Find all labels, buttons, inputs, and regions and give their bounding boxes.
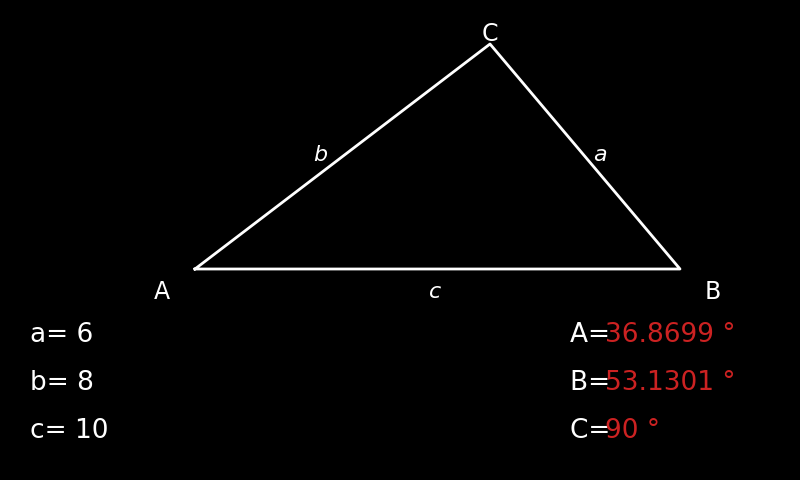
Text: b: b	[313, 144, 327, 165]
Text: c: c	[429, 281, 441, 301]
Text: 53.1301 °: 53.1301 °	[605, 369, 735, 395]
Text: A=: A=	[570, 321, 618, 347]
Text: A: A	[154, 279, 170, 303]
Text: 90 °: 90 °	[605, 417, 660, 443]
Text: c= 10: c= 10	[30, 417, 109, 443]
Text: b= 8: b= 8	[30, 369, 94, 395]
Text: 36.8699 °: 36.8699 °	[605, 321, 735, 347]
Text: C=: C=	[570, 417, 618, 443]
Text: B: B	[705, 279, 722, 303]
Text: a: a	[593, 144, 607, 165]
Text: B=: B=	[570, 369, 618, 395]
Text: C: C	[482, 22, 498, 46]
Text: a= 6: a= 6	[30, 321, 94, 347]
